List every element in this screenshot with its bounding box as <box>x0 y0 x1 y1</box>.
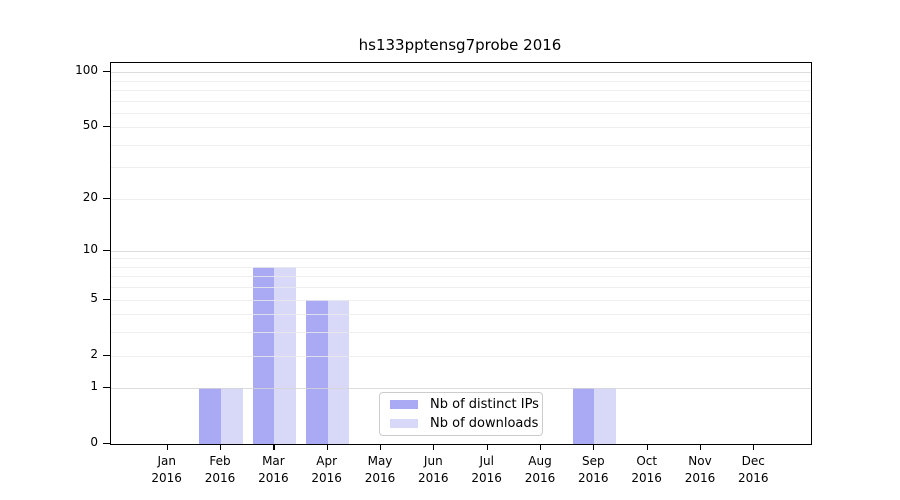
x-tick-mark <box>433 444 435 450</box>
y-gridline-minor <box>111 299 811 301</box>
y-gridline-minor <box>111 89 811 91</box>
y-tick-label: 10 <box>82 241 98 256</box>
y-gridline-minor <box>111 100 811 102</box>
y-tick-label: 20 <box>82 189 98 204</box>
bar-distinct-ips-apr <box>306 299 328 444</box>
x-tick-label-jul: Jul 2016 <box>471 454 502 485</box>
y-tick-mark <box>103 443 110 445</box>
bar-downloads-apr <box>327 299 350 444</box>
bar-downloads-feb <box>221 388 243 444</box>
y-gridline-minor <box>111 258 811 260</box>
legend-label-distinct-ips: Nb of distinct IPs <box>430 397 539 412</box>
y-tick-mark <box>103 249 110 251</box>
y-gridline-minor <box>111 332 811 334</box>
chart-title: hs133pptensg7probe 2016 <box>358 36 562 54</box>
y-gridline-minor <box>111 314 811 316</box>
legend-label-downloads: Nb of downloads <box>430 416 539 431</box>
y-tick-mark <box>103 387 110 389</box>
bar-downloads-mar <box>274 266 297 444</box>
legend-item-distinct-ips: Nb of distinct IPs <box>390 397 539 412</box>
y-gridline-minor <box>111 355 811 357</box>
x-tick-mark <box>166 444 168 450</box>
y-tick-label: 2 <box>90 346 98 361</box>
x-tick-label-mar: Mar 2016 <box>258 454 289 485</box>
bar-downloads-sep <box>594 388 616 444</box>
x-tick-mark <box>540 444 542 450</box>
y-tick-mark <box>103 298 110 300</box>
y-tick-label: 50 <box>82 118 98 133</box>
x-tick-mark <box>700 444 702 450</box>
y-gridline-minor <box>111 287 811 289</box>
x-tick-label-apr: Apr 2016 <box>311 454 342 485</box>
y-gridline-minor <box>111 266 811 268</box>
y-gridline-minor <box>111 276 811 278</box>
x-tick-mark <box>593 444 595 450</box>
legend-swatch-distinct-ips <box>390 400 418 409</box>
legend-swatch-downloads <box>390 419 418 428</box>
legend: Nb of distinct IPs Nb of downloads <box>379 392 543 436</box>
y-tick-label: 1 <box>90 379 98 394</box>
y-tick-mark <box>103 354 110 356</box>
bar-distinct-ips-feb <box>199 388 221 444</box>
y-tick-mark <box>103 197 110 199</box>
plot-area: Nb of distinct IPs Nb of downloads <box>110 62 812 445</box>
x-tick-label-jun: Jun 2016 <box>418 454 449 485</box>
x-tick-mark <box>220 444 222 450</box>
y-gridline-major <box>111 72 811 73</box>
x-tick-label-aug: Aug 2016 <box>524 454 556 485</box>
x-tick-label-jan: Jan 2016 <box>151 454 182 485</box>
y-gridline-minor <box>111 112 811 114</box>
x-tick-label-nov: Nov 2016 <box>684 454 716 485</box>
x-tick-label-sep: Sep 2016 <box>578 454 609 485</box>
x-tick-mark <box>646 444 648 450</box>
bar-distinct-ips-sep <box>572 388 595 444</box>
y-gridline-minor <box>111 144 811 146</box>
y-tick-mark <box>103 126 110 128</box>
x-tick-label-feb: Feb 2016 <box>204 454 236 485</box>
bar-distinct-ips-mar <box>252 266 275 444</box>
x-tick-label-dec: Dec 2016 <box>738 454 769 485</box>
x-tick-mark <box>753 444 755 450</box>
x-tick-mark <box>380 444 382 450</box>
y-gridline-major <box>111 388 811 390</box>
y-gridline-minor <box>111 80 811 82</box>
y-gridline-major <box>111 250 811 252</box>
y-gridline-minor <box>111 127 811 129</box>
x-tick-mark <box>273 444 275 450</box>
legend-item-downloads: Nb of downloads <box>390 416 538 431</box>
y-tick-label: 5 <box>90 290 98 305</box>
x-tick-mark <box>486 444 488 450</box>
y-tick-mark <box>103 71 110 73</box>
y-gridline-minor <box>111 167 811 169</box>
y-tick-label: 100 <box>75 63 98 77</box>
y-tick-label: 0 <box>90 435 98 449</box>
y-gridline-minor <box>111 198 811 200</box>
x-tick-label-may: May 2016 <box>364 454 396 485</box>
x-tick-mark <box>326 444 328 450</box>
x-tick-label-oct: Oct 2016 <box>631 454 662 485</box>
